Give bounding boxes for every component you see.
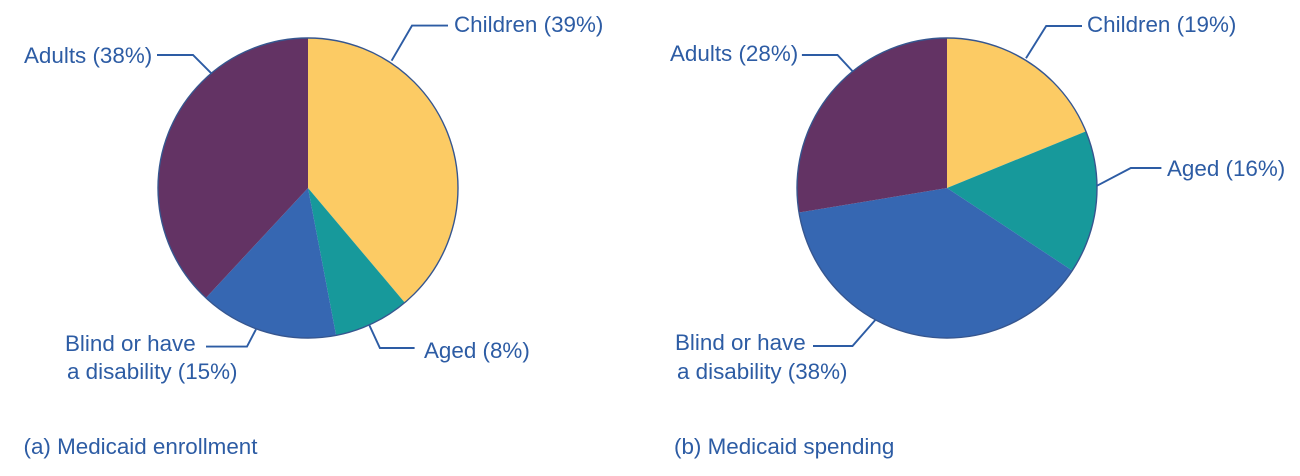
svg-text:a disability (38%): a disability (38%) — [677, 359, 848, 384]
svg-text:Aged (8%): Aged (8%) — [424, 338, 530, 363]
svg-text:(a) Medicaid enrollment: (a) Medicaid enrollment — [24, 434, 259, 459]
svg-text:(b) Medicaid spending: (b) Medicaid spending — [674, 434, 894, 459]
svg-text:Aged (16%): Aged (16%) — [1167, 156, 1285, 181]
svg-text:Blind or have: Blind or have — [675, 330, 806, 355]
svg-text:Adults (38%): Adults (38%) — [24, 43, 152, 68]
svg-text:Adults (28%): Adults (28%) — [670, 41, 798, 66]
svg-text:Blind or have: Blind or have — [65, 331, 196, 356]
svg-text:Children (39%): Children (39%) — [454, 12, 603, 37]
svg-text:Children (19%): Children (19%) — [1087, 12, 1236, 37]
svg-text:a disability (15%): a disability (15%) — [67, 359, 238, 384]
